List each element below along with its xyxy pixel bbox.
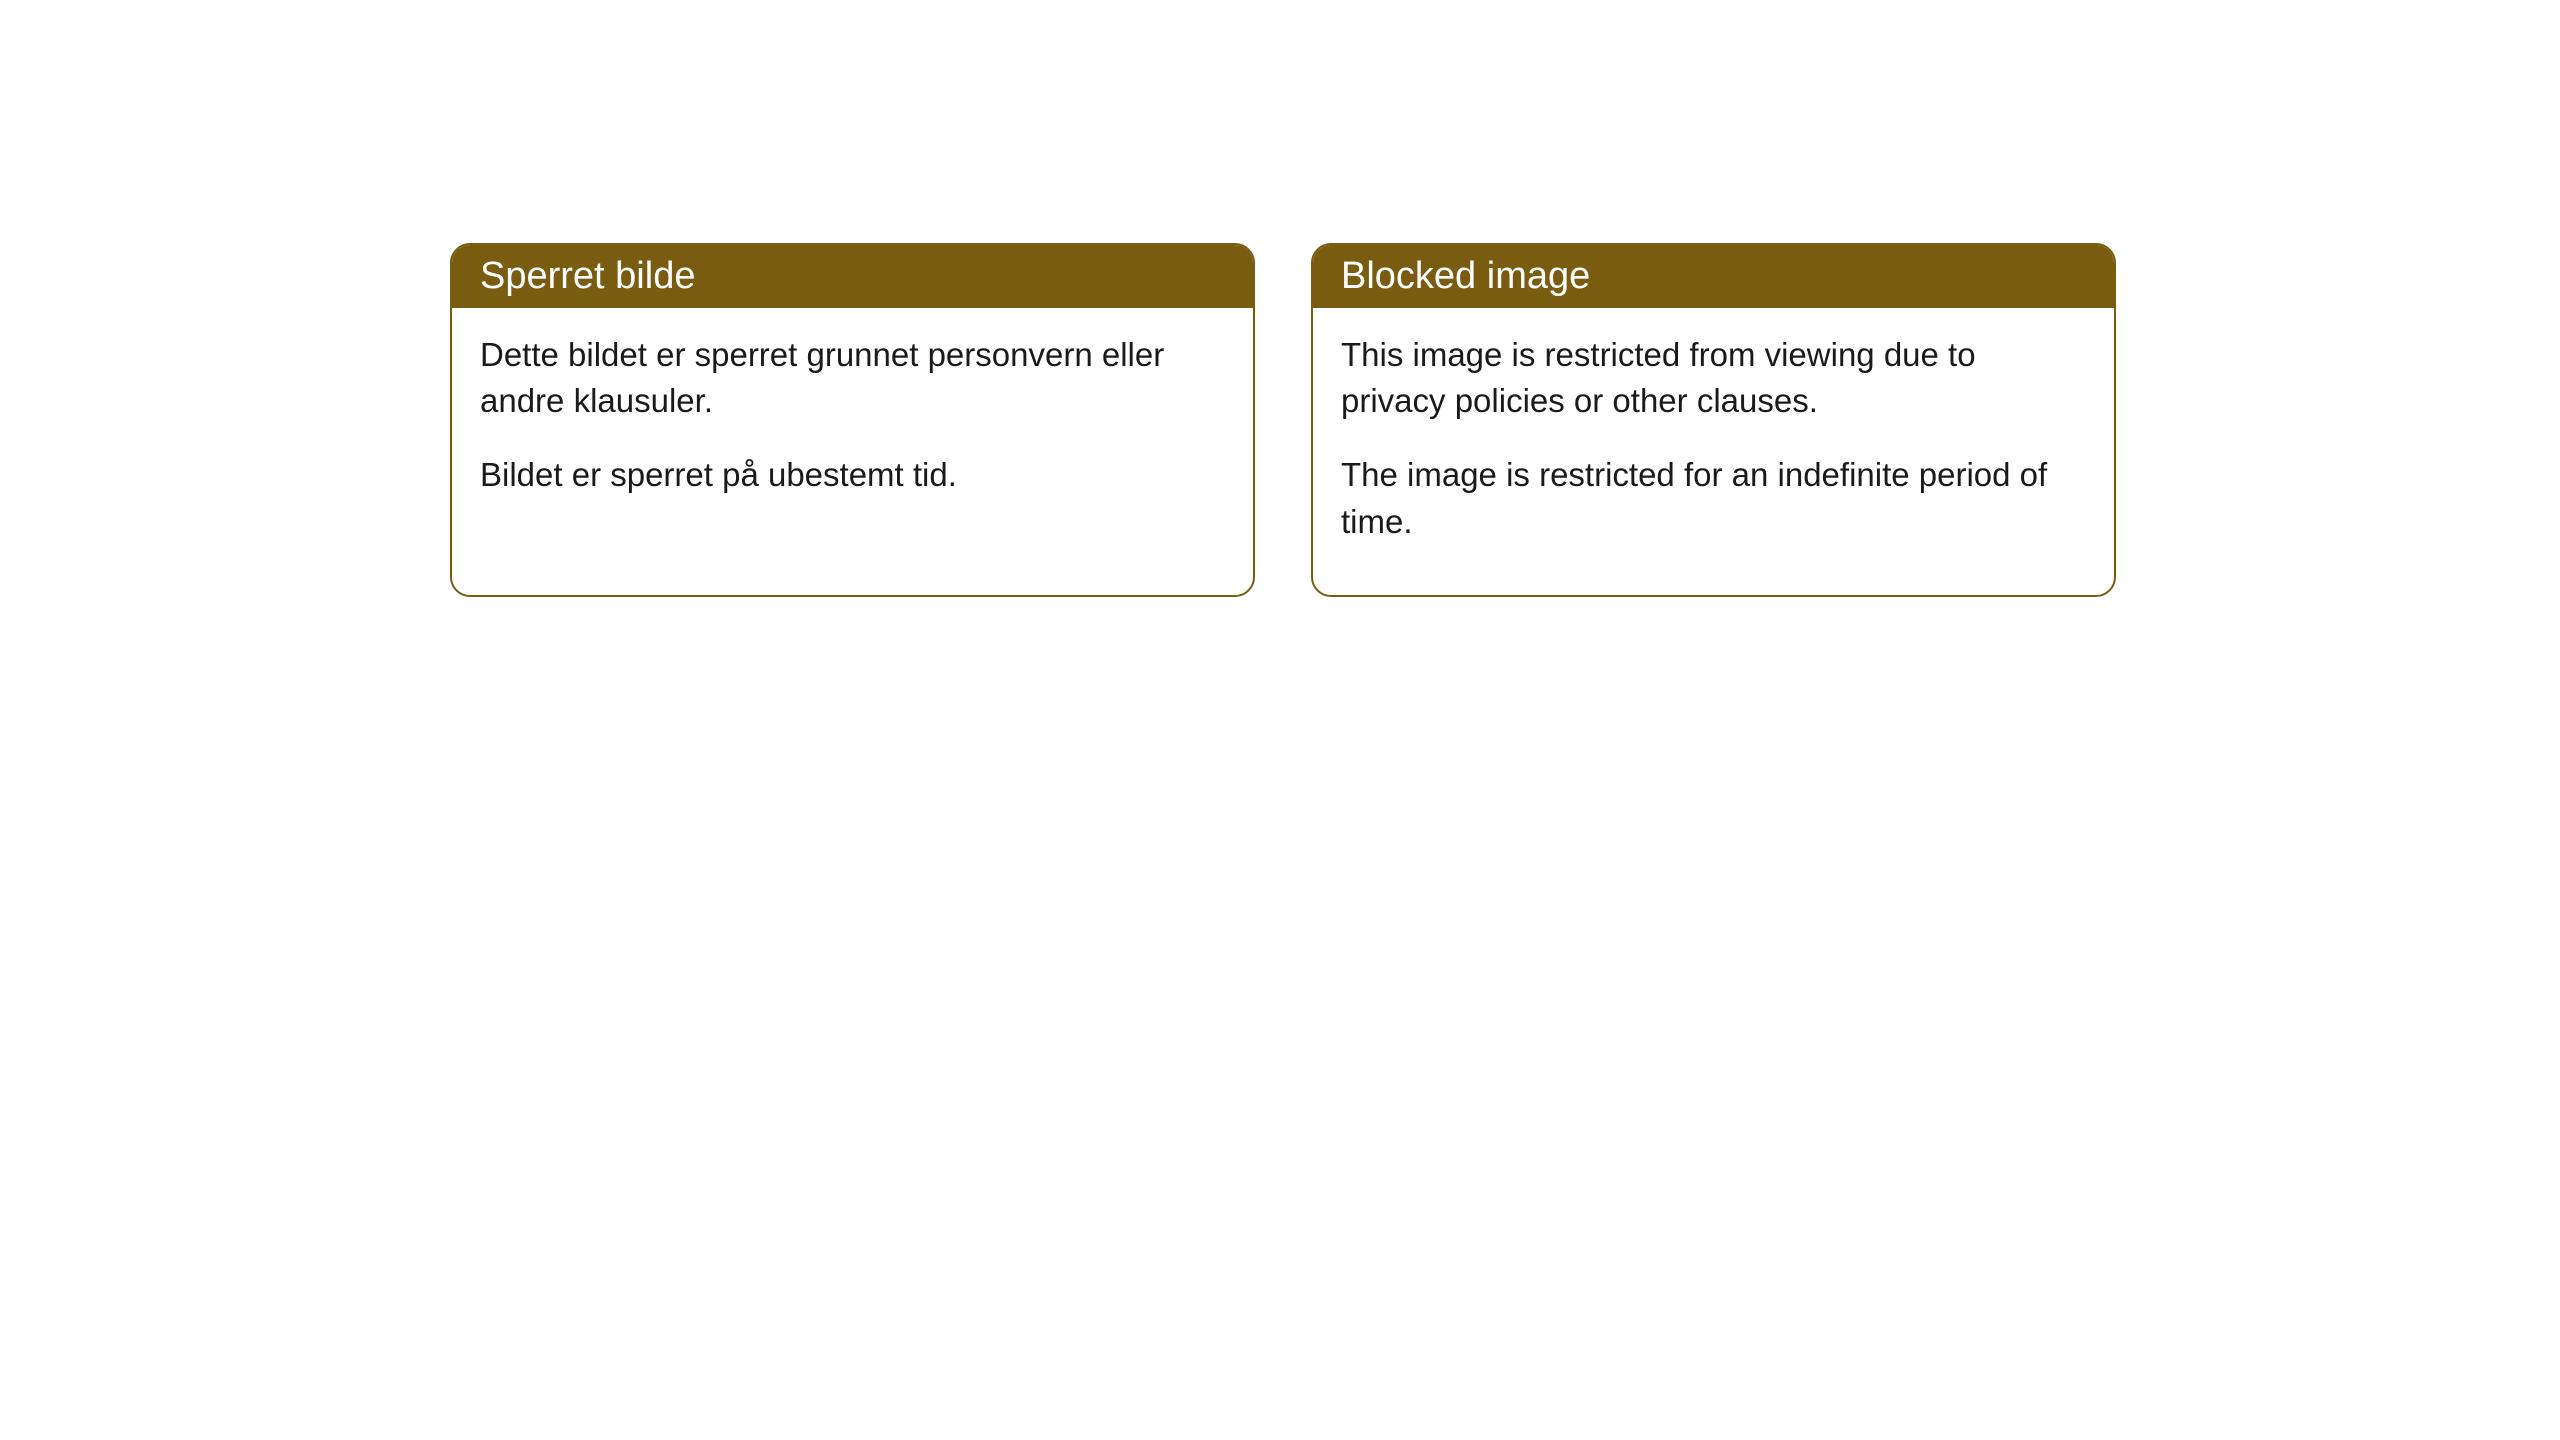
card-paragraph: The image is restricted for an indefinit…: [1341, 452, 2086, 544]
notice-card-english: Blocked image This image is restricted f…: [1311, 243, 2116, 597]
notice-card-norwegian: Sperret bilde Dette bildet er sperret gr…: [450, 243, 1255, 597]
card-body: This image is restricted from viewing du…: [1313, 308, 2114, 595]
card-header: Blocked image: [1313, 245, 2114, 308]
card-body: Dette bildet er sperret grunnet personve…: [452, 308, 1253, 549]
card-paragraph: Bildet er sperret på ubestemt tid.: [480, 452, 1225, 498]
card-header: Sperret bilde: [452, 245, 1253, 308]
card-title: Blocked image: [1341, 255, 1590, 297]
card-paragraph: This image is restricted from viewing du…: [1341, 332, 2086, 424]
notice-cards-container: Sperret bilde Dette bildet er sperret gr…: [450, 243, 2116, 597]
card-paragraph: Dette bildet er sperret grunnet personve…: [480, 332, 1225, 424]
card-title: Sperret bilde: [480, 255, 695, 297]
